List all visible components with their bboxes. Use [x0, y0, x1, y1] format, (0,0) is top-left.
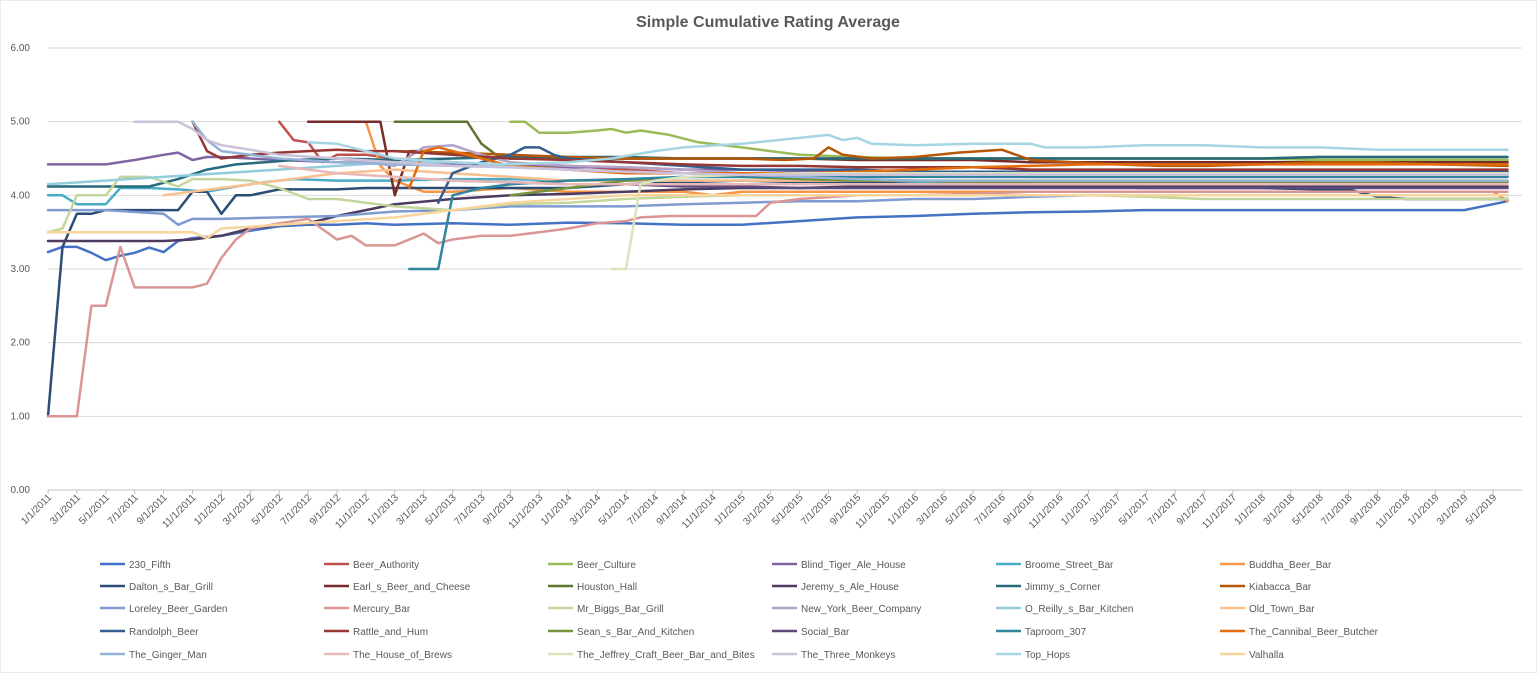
legend-label: Earl_s_Beer_and_Cheese	[353, 582, 471, 593]
legend-label: Loreley_Beer_Garden	[129, 604, 227, 615]
series-line-taproom-307	[408, 175, 1509, 271]
y-tick-label: 4.00	[11, 190, 31, 201]
legend-label: New_York_Beer_Company	[801, 604, 921, 615]
series-line-the-house-of-brews	[277, 164, 1509, 186]
series-line-mercury-bar	[46, 190, 1509, 418]
y-tick-label: 1.00	[11, 411, 31, 422]
legend-label: Kiabacca_Bar	[1249, 582, 1312, 593]
y-axis-tick-labels: 0.00 1.00 2.00 3.00 4.00 5.00 6.00	[11, 43, 31, 496]
series-line-the-jeffrey-craft-beer-bar-and-bites	[610, 171, 1509, 271]
legend-label: Sean_s_Bar_And_Kitchen	[577, 627, 694, 638]
legend-label: Valhalla	[1249, 650, 1284, 661]
legend-label: 230_Fifth	[129, 560, 171, 571]
series-line-230-fifth	[46, 199, 1509, 262]
legend-label: Jeremy_s_Ale_House	[801, 582, 899, 593]
legend-label: O_Reilly_s_Bar_Kitchen	[1025, 604, 1133, 615]
series-lines	[46, 120, 1509, 418]
series-line-jeremy-s-ale-house	[46, 185, 1509, 243]
legend-label: The_Jeffrey_Craft_Beer_Bar_and_Bites	[577, 650, 755, 661]
y-tick-label: 6.00	[11, 43, 31, 54]
y-tick-label: 3.00	[11, 264, 31, 275]
y-tick-label: 5.00	[11, 117, 31, 128]
series-line-rattle-and-hum	[191, 120, 1509, 171]
series-line-valhalla	[46, 194, 1509, 240]
legend-label: The_House_of_Brews	[353, 650, 452, 661]
series-line-randolph-beer	[436, 146, 1509, 204]
legend-label: The_Cannibal_Beer_Butcher	[1249, 627, 1379, 638]
legend-label: Broome_Street_Bar	[1025, 560, 1114, 571]
legend-label: Blind_Tiger_Ale_House	[801, 560, 906, 571]
legend-label: Beer_Culture	[577, 560, 636, 571]
legend-label: Houston_Hall	[577, 582, 637, 593]
legend-label: The_Three_Monkeys	[801, 650, 896, 661]
legend-label: Top_Hops	[1025, 650, 1070, 661]
series-line-the-cannibal-beer-butcher	[408, 146, 1509, 190]
legend-label: Dalton_s_Bar_Grill	[129, 582, 213, 593]
y-tick-label: 2.00	[11, 338, 31, 349]
legend-label: Jimmy_s_Corner	[1025, 582, 1101, 593]
y-tick-label: 0.00	[11, 485, 31, 496]
series-line-mr-biggs-bar-grill	[46, 175, 1509, 234]
series-line-the-three-monkeys	[133, 120, 1509, 176]
legend-label: Mercury_Bar	[353, 604, 411, 615]
legend-label: Mr_Biggs_Bar_Grill	[577, 604, 664, 615]
legend: 230_Fifth Beer_Authority Beer_Culture Blind…	[100, 560, 1379, 661]
legend-label: The_Ginger_Man	[129, 650, 207, 661]
legend-label: Randolph_Beer	[129, 627, 199, 638]
legend-label: Taproom_307	[1025, 627, 1087, 638]
legend-label: Social_Bar	[801, 627, 850, 638]
legend-label: Rattle_and_Hum	[353, 627, 428, 638]
chart-title: Simple Cumulative Rating Average	[636, 14, 900, 31]
legend-label: Old_Town_Bar	[1249, 604, 1315, 615]
series-line-top-hops	[306, 133, 1509, 166]
legend-label: Buddha_Beer_Bar	[1249, 560, 1332, 571]
legend-label: Beer_Authority	[353, 560, 419, 571]
